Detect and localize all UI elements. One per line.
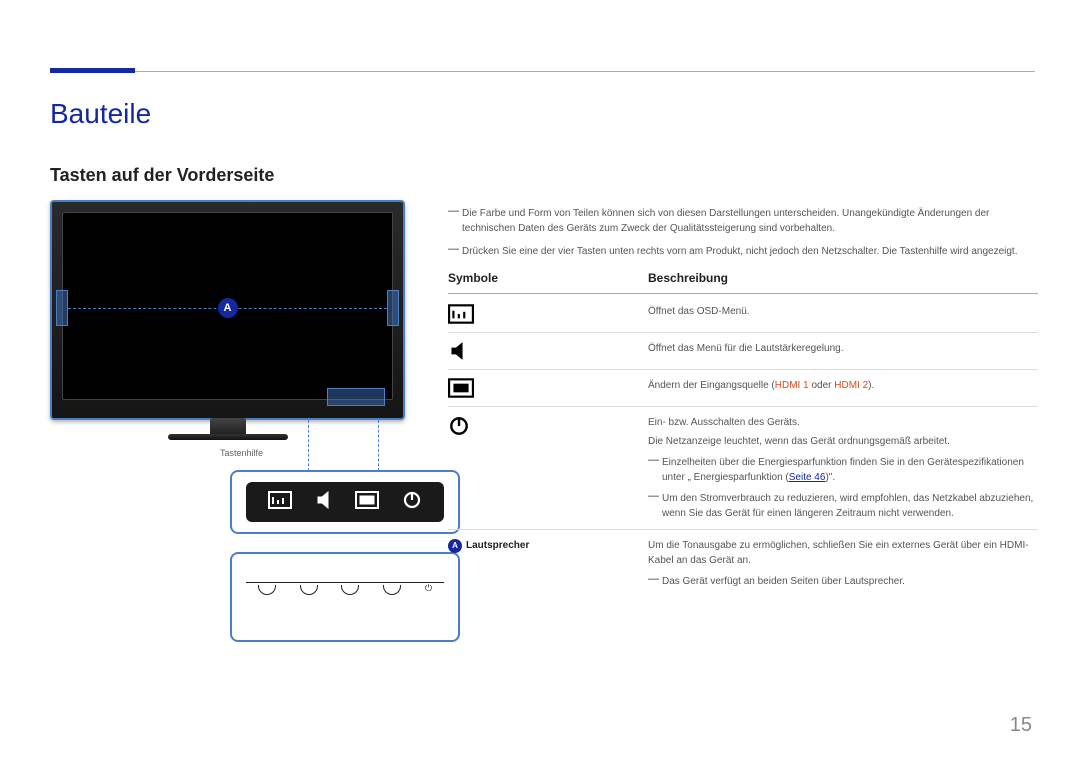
menu-icon: [448, 304, 474, 324]
row-extra: Die Netzanzeige leuchtet, wenn das Gerät…: [648, 434, 1038, 449]
page-number: 15: [1010, 714, 1032, 737]
button-bar-highlight: [327, 388, 385, 406]
dash-bullet: ―: [448, 203, 462, 233]
tv-illustration: A: [50, 200, 405, 420]
lautsprecher-label: Lautsprecher: [466, 538, 529, 553]
row-description: Ein- bzw. Ausschalten des Geräts.: [648, 415, 1038, 430]
desc-middle: oder: [809, 380, 835, 391]
callout-a-badge: A: [448, 539, 462, 553]
subnote-text: Das Gerät verfügt an beiden Seiten über …: [662, 574, 905, 591]
menu-icon: [268, 491, 292, 514]
subnote-post: )".: [825, 472, 835, 483]
table-row: Öffnet das OSD-Menü.: [448, 296, 1038, 333]
description-column: ― Die Farbe und Form von Teilen können s…: [448, 206, 1038, 598]
symbols-table: Symbole Beschreibung Öffnet das OSD-Menü…: [448, 269, 1038, 599]
figure-area: A Tastenhilfe ⏻: [50, 200, 420, 420]
hdmi-1-label: HDMI 1: [775, 380, 809, 391]
source-icon: [355, 491, 379, 514]
subnote-pre: Einzelheiten über die Energiesparfunktio…: [662, 457, 1024, 483]
subsection-title: Tasten auf der Vorderseite: [50, 165, 274, 186]
note-line: ― Die Farbe und Form von Teilen können s…: [448, 206, 1038, 236]
table-row: Ein- bzw. Ausschalten des Geräts. Die Ne…: [448, 407, 1038, 530]
guideline-vertical-right: [378, 420, 379, 476]
dash-bullet: ―: [648, 488, 662, 518]
note-text: Drücken Sie eine der vier Tasten unten r…: [462, 244, 1018, 261]
header-symbol: Symbole: [448, 269, 648, 287]
power-icon-small: ⏻: [425, 583, 432, 594]
table-row: Öffnet das Menü für die Lautstärkeregelu…: [448, 333, 1038, 370]
header-rule: [135, 71, 1035, 72]
table-row: A Lautsprecher Um die Tonausgabe zu ermö…: [448, 530, 1038, 599]
guideline-vertical-left: [308, 420, 309, 476]
enlarged-button-bar: [230, 470, 460, 534]
desc-prefix: Ändern der Eingangsquelle (: [648, 380, 775, 391]
subnote: ― Einzelheiten über die Energiesparfunkt…: [648, 455, 1038, 485]
section-title: Bauteile: [50, 98, 151, 130]
desc-suffix: ).: [868, 380, 874, 391]
subnote-text: Um den Stromverbrauch zu reduzieren, wir…: [662, 491, 1038, 521]
tastenhilfe-label: Tastenhilfe: [220, 448, 263, 458]
row-description: Öffnet das OSD-Menü.: [648, 304, 1038, 324]
dash-bullet: ―: [648, 452, 662, 482]
header-accent-bar: [50, 68, 135, 73]
table-row: Ändern der Eingangsquelle (HDMI 1 oder H…: [448, 370, 1038, 407]
tv-stand: [168, 418, 288, 440]
volume-icon: [448, 341, 466, 361]
physical-button: [300, 585, 318, 595]
callout-a-marker: A: [218, 298, 238, 318]
dash-bullet: ―: [448, 241, 462, 258]
row-description: Um die Tonausgabe zu ermöglichen, schlie…: [648, 538, 1038, 568]
volume-icon: [315, 491, 331, 514]
table-header-row: Symbole Beschreibung: [448, 269, 1038, 294]
note-line: ― Drücken Sie eine der vier Tasten unten…: [448, 244, 1038, 261]
row-description: Ändern der Eingangsquelle (HDMI 1 oder H…: [648, 378, 1038, 398]
row-description: Öffnet das Menü für die Lautstärkeregelu…: [648, 341, 1038, 361]
subnote: ― Um den Stromverbrauch zu reduzieren, w…: [648, 491, 1038, 521]
physical-button: [341, 585, 359, 595]
bottom-button-panel: ⏻: [230, 552, 460, 642]
dash-bullet: ―: [648, 571, 662, 588]
speaker-highlight-right: [387, 290, 399, 326]
page-link[interactable]: Seite 46: [789, 472, 826, 483]
speaker-highlight-left: [56, 290, 68, 326]
physical-button: [383, 585, 401, 595]
source-icon: [448, 378, 474, 398]
subnote: ― Das Gerät verfügt an beiden Seiten übe…: [648, 574, 1038, 591]
note-text: Die Farbe und Form von Teilen können sic…: [462, 206, 1038, 236]
hdmi-2-label: HDMI 2: [834, 380, 868, 391]
power-icon: [448, 415, 470, 437]
power-icon: [402, 490, 422, 515]
header-description: Beschreibung: [648, 269, 1038, 287]
physical-button: [258, 585, 276, 595]
